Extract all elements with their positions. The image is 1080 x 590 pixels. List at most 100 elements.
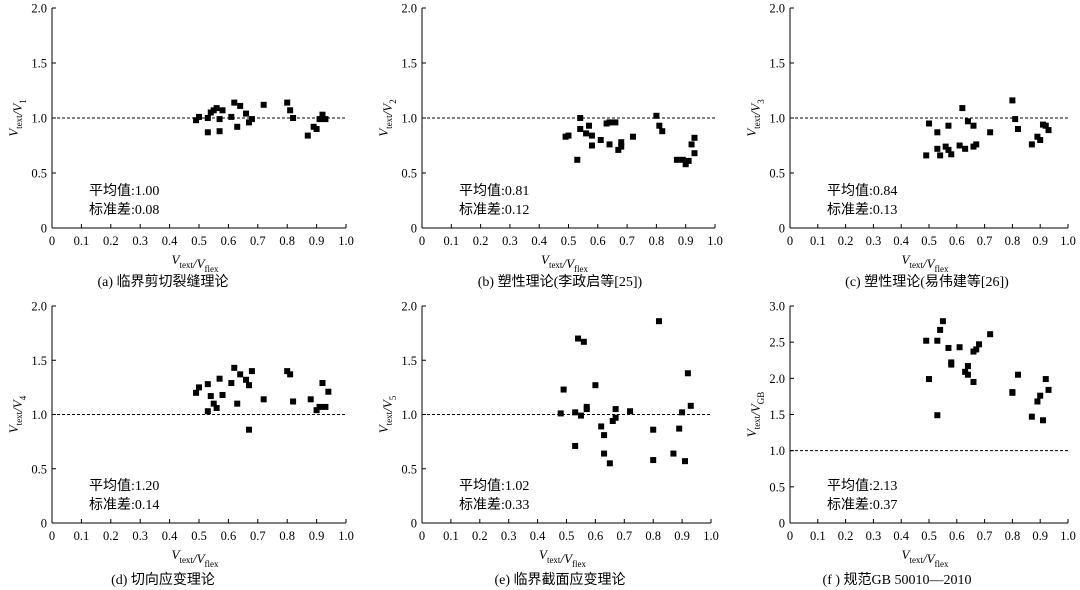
x-tick-label: 0.8	[1005, 234, 1021, 248]
data-point	[945, 344, 952, 351]
x-tick-label: 0.7	[977, 529, 993, 543]
data-point	[243, 376, 250, 383]
x-tick-label: 0.9	[674, 529, 690, 543]
data-point	[580, 338, 587, 345]
data-point	[970, 378, 977, 385]
x-tick-label: 0.7	[977, 234, 993, 248]
x-tick-label: 0.2	[838, 234, 854, 248]
x-tick-label: 0.2	[838, 529, 854, 543]
mean-text: 平均值:1.20	[89, 478, 159, 494]
data-point	[577, 115, 584, 121]
data-point	[322, 116, 329, 123]
data-point	[939, 318, 946, 325]
data-point	[942, 143, 949, 150]
data-point	[560, 386, 567, 393]
data-point	[618, 143, 625, 150]
data-point	[583, 130, 590, 137]
panel-b: 0 0.1 0.2 0.3 0.4 0.5 0.6 0.7 0.8 0.9 1.0 0 0.5 1.0 1.…	[376, 2, 723, 291]
y-tick-label: 0.5	[769, 167, 785, 181]
data-point	[245, 119, 252, 126]
data-point	[248, 368, 255, 375]
data-point	[290, 115, 297, 121]
data-point	[682, 161, 689, 168]
panel-caption: (b) 塑性理论(李政启等[25])	[478, 273, 643, 290]
x-tick-label: 0	[49, 234, 55, 248]
data-point	[956, 344, 963, 351]
y-tick-label: 0	[41, 517, 47, 531]
data-point	[609, 418, 616, 425]
data-point	[234, 400, 241, 407]
data-point	[307, 396, 314, 403]
data-point	[287, 107, 294, 114]
x-tick-label: 0.7	[250, 234, 266, 248]
x-tick-label: 0.1	[74, 529, 90, 543]
x-axis-label: Vtext/Vflex	[901, 547, 949, 569]
y-tick-label: 1.0	[31, 408, 47, 422]
data-point	[937, 326, 944, 333]
x-tick-label: 0.3	[132, 529, 148, 543]
x-tick-label: 0.9	[678, 234, 694, 248]
data-point	[234, 123, 241, 130]
data-point	[612, 414, 619, 421]
data-point	[325, 388, 332, 395]
x-tick-label: 0.2	[472, 529, 488, 543]
x-tick-label: 0.4	[893, 234, 909, 248]
data-point	[1045, 127, 1052, 134]
data-point	[216, 116, 223, 123]
x-tick-label: 0.5	[559, 529, 575, 543]
data-point	[598, 423, 605, 430]
data-point	[231, 364, 238, 371]
data-point	[237, 102, 244, 109]
panel-c: 0 0.1 0.2 0.3 0.4 0.5 0.6 0.7 0.8 0.9 1.0 0 0.5 1.0 1.…	[744, 2, 1076, 291]
y-tick-label: 1.0	[31, 112, 47, 126]
x-tick-label: 0.4	[530, 529, 546, 543]
data-point	[1014, 371, 1021, 378]
data-point	[313, 126, 320, 132]
x-tick-label: 0.6	[221, 234, 237, 248]
x-tick-label: 0.4	[531, 234, 547, 248]
std-text: 标准差:0.12	[459, 202, 529, 218]
data-point	[557, 410, 564, 417]
data-point	[284, 99, 291, 106]
data-point	[948, 359, 955, 366]
data-point	[228, 380, 235, 387]
y-tick-label: 0	[41, 222, 47, 236]
data-point	[948, 151, 955, 158]
panel-f: 0 0.1 0.2 0.3 0.4 0.5 0.6 0.7 0.8 0.9 1.0 0 0.5 1.0 1.…	[744, 300, 1076, 589]
data-point	[679, 409, 686, 416]
y-tick-label: 1.5	[31, 57, 47, 71]
y-axis-label: Vtext/V1	[6, 99, 28, 137]
data-point	[926, 376, 932, 383]
data-point	[673, 156, 680, 163]
data-point	[670, 450, 677, 457]
panel-caption: (a) 临界剪切裂缝理论	[97, 274, 228, 290]
data-point	[612, 119, 619, 126]
data-point	[1034, 398, 1041, 405]
x-axis-label: Vtext/Vflex	[539, 547, 587, 569]
x-tick-label: 0.7	[616, 529, 632, 543]
x-tick-label: 0.6	[221, 529, 237, 543]
x-tick-label: 0.2	[103, 234, 119, 248]
data-point	[976, 341, 983, 348]
y-tick-label: 1.0	[769, 444, 785, 458]
x-tick-label: 0	[787, 529, 793, 543]
data-point	[618, 139, 625, 146]
data-point	[304, 132, 311, 139]
data-point	[243, 110, 250, 117]
data-point	[1042, 122, 1049, 129]
x-tick-label: 1.0	[338, 529, 354, 543]
x-tick-label: 0.8	[645, 529, 661, 543]
y-tick-label: 1.5	[401, 354, 417, 368]
data-point	[572, 442, 579, 449]
data-point	[577, 126, 584, 132]
data-point	[572, 409, 579, 416]
data-point	[970, 122, 977, 129]
data-point	[964, 363, 971, 370]
x-axis-label: Vtext/Vflex	[901, 252, 949, 274]
data-point	[676, 425, 683, 432]
data-point	[290, 398, 297, 405]
data-point	[962, 145, 969, 152]
data-point	[653, 112, 660, 119]
data-point	[987, 129, 994, 136]
